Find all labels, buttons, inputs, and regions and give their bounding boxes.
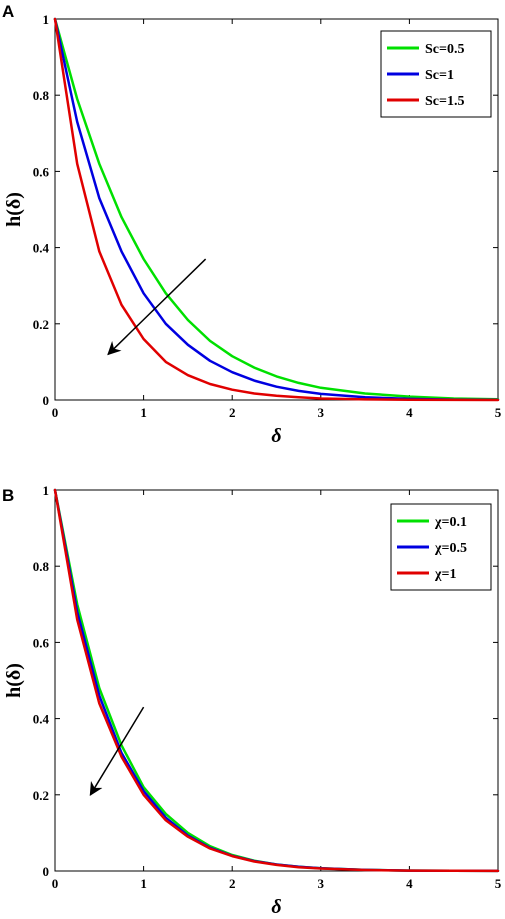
x-tick-label: 2: [229, 876, 236, 891]
y-tick-label: 0: [43, 864, 50, 879]
x-tick-label: 1: [140, 405, 147, 420]
series-line-3: [53, 17, 500, 402]
trend-arrow: [107, 258, 207, 356]
legend-label: Sc=0.5: [425, 42, 464, 57]
panel-label: B: [2, 486, 14, 505]
legend-label: χ=1: [434, 567, 456, 582]
y-tick-label: 0.8: [33, 88, 50, 103]
legend-label: Sc=1: [425, 68, 454, 83]
y-tick-label: 1: [43, 12, 50, 27]
series-line-2: [53, 17, 500, 402]
chart-panel-b: B 0 1 2 3 4 5 0 0.2 0.4 0.6 0.8 1 δ h(δ) χ=0.1 χ=0.5 χ=1: [2, 483, 502, 918]
y-tick-label: 0.6: [33, 635, 50, 650]
x-tick-label: 1: [140, 876, 147, 891]
legend-label: χ=0.5: [434, 541, 467, 556]
plot-frame: [54, 489, 499, 872]
trend-arrow: [89, 706, 145, 796]
x-tick-label: 5: [495, 405, 502, 420]
x-tick-label: 4: [406, 876, 413, 891]
y-tick-label: 0.8: [33, 559, 50, 574]
y-tick-label: 0.4: [33, 241, 50, 256]
y-tick-label: 0.4: [33, 712, 50, 727]
x-axis-label: δ: [271, 425, 281, 447]
y-tick-label: 0: [43, 393, 50, 408]
y-tick-label: 1: [43, 483, 50, 498]
x-tick-label: 0: [52, 876, 59, 891]
x-tick-label: 3: [318, 405, 325, 420]
y-axis-label: h(δ): [3, 663, 25, 698]
legend-label: Sc=1.5: [425, 94, 464, 109]
x-tick-label: 5: [495, 876, 502, 891]
x-tick-label: 2: [229, 405, 236, 420]
panel-label: A: [2, 2, 14, 21]
x-tick-label: 3: [318, 876, 325, 891]
y-tick-label: 0.2: [33, 317, 49, 332]
y-tick-label: 0.2: [33, 788, 49, 803]
legend: Sc=0.5 Sc=1 Sc=1.5: [380, 30, 492, 118]
y-tick-label: 0.6: [33, 164, 50, 179]
plot-frame: [54, 18, 499, 401]
series-line-3: [53, 488, 500, 873]
x-tick-label: 4: [406, 405, 413, 420]
chart-panel-a: A 0 1 2 3 4 5 0 0.2 0.4 0.6 0.8 1 δ h(δ) Sc=0.5 Sc=1 Sc=1…: [2, 2, 502, 447]
x-axis-label: δ: [271, 896, 281, 918]
series-line-1: [53, 17, 500, 401]
x-tick-label: 0: [52, 405, 59, 420]
y-axis-label: h(δ): [3, 192, 25, 227]
legend: χ=0.1 χ=0.5 χ=1: [390, 503, 492, 591]
legend-label: χ=0.1: [434, 515, 467, 530]
